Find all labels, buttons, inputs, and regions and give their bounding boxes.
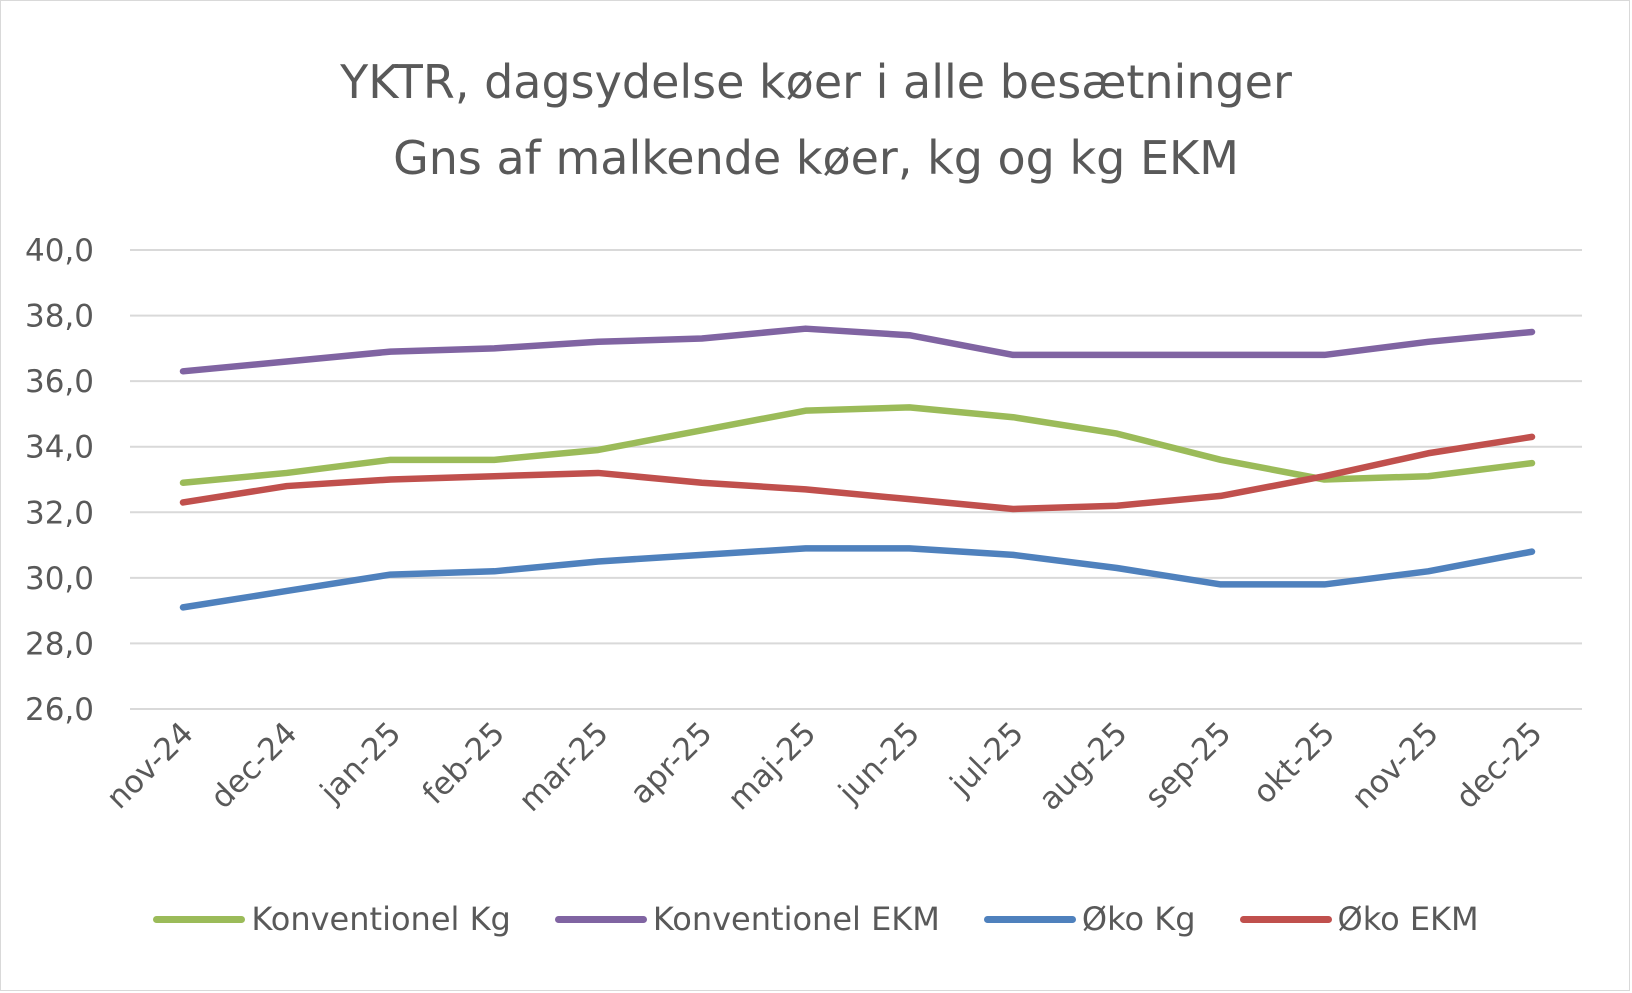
series-line [179, 404, 1536, 487]
legend-label: Øko Kg [1081, 900, 1196, 938]
x-tick-label: nov-25 [1345, 715, 1446, 816]
y-tick-label: 28,0 [25, 626, 94, 662]
legend-label: Øko EKM [1337, 900, 1479, 938]
series-line [179, 325, 1536, 375]
title-line-1: YKTR, dagsydelse køer i alle besætninger [340, 55, 1292, 109]
legend-swatch [1239, 915, 1332, 923]
x-tick-label: mar-25 [512, 715, 616, 819]
legend-swatch [153, 915, 246, 923]
x-tick-label: dec-24 [204, 715, 305, 816]
y-tick-label: 40,0 [25, 233, 94, 269]
legend-swatch [554, 915, 647, 923]
legend-item: Konventionel Kg [153, 900, 511, 938]
x-tick-label: nov-24 [100, 715, 201, 816]
x-tick-label: jan-25 [313, 715, 408, 810]
series-line [179, 433, 1536, 513]
x-tick-label: maj-25 [721, 715, 823, 817]
x-tick-label: jul-25 [943, 715, 1031, 803]
x-tick-label: jun-25 [831, 715, 927, 811]
title-line-2: Gns af malkende køer, kg og kg EKM [393, 131, 1239, 185]
chart-title: YKTR, dagsydelse køer i alle besætninger… [0, 44, 1632, 196]
y-tick-label: 32,0 [25, 495, 94, 531]
legend-label: Konventionel EKM [652, 900, 940, 938]
x-tick-label: feb-25 [416, 715, 512, 811]
y-tick-label: 26,0 [25, 692, 94, 728]
legend-item: Øko EKM [1239, 900, 1479, 938]
x-tick-label: sep-25 [1138, 715, 1238, 815]
x-tick-label: aug-25 [1032, 715, 1135, 818]
legend-label: Konventionel Kg [251, 900, 511, 938]
legend-swatch [983, 915, 1076, 923]
y-tick-label: 30,0 [25, 561, 94, 597]
y-tick-label: 34,0 [25, 430, 94, 466]
y-tick-label: 36,0 [25, 364, 94, 400]
legend-item: Konventionel EKM [554, 900, 940, 938]
x-tick-label: apr-25 [623, 715, 719, 811]
x-tick-label: okt-25 [1246, 715, 1342, 811]
legend: Konventionel Kg Konventionel EKM Øko Kg Øko… [0, 900, 1632, 938]
series-line [179, 545, 1536, 611]
x-tick-label: dec-25 [1449, 715, 1550, 816]
legend-item: Øko Kg [983, 900, 1196, 938]
y-tick-label: 38,0 [25, 299, 94, 335]
